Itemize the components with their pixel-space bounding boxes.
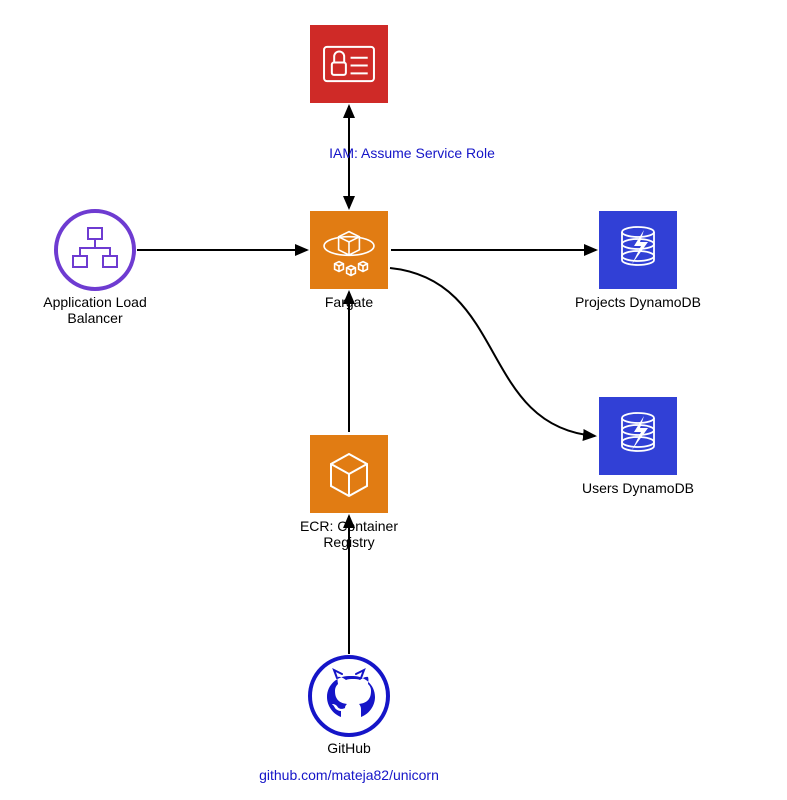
node-dynamodb_projects: Projects DynamoDB	[575, 211, 701, 310]
edge-iam-fargate: IAM: Assume Service Role	[329, 106, 495, 208]
node-label-alb: Application Load	[43, 294, 147, 310]
node-ecr: ECR: ContainerRegistry	[300, 435, 398, 550]
edge-label: IAM: Assume Service Role	[329, 145, 495, 161]
node-iam	[310, 25, 388, 103]
node-label-dynamodb_projects: Projects DynamoDB	[575, 294, 701, 310]
node-fargate: Fargate	[310, 211, 388, 310]
node-dynamodb_users: Users DynamoDB	[582, 397, 694, 496]
edge-fargate-dynamodb_users	[390, 268, 595, 436]
node-label-fargate: Fargate	[325, 294, 373, 310]
edges-layer: IAM: Assume Service Role	[137, 106, 596, 654]
node-label-ecr: Registry	[323, 534, 374, 550]
node-alb: Application LoadBalancer	[43, 211, 147, 326]
node-label-ecr: ECR: Container	[300, 518, 398, 534]
node-label-alb: Balancer	[67, 310, 123, 326]
node-label-dynamodb_users: Users DynamoDB	[582, 480, 694, 496]
footer-link[interactable]: github.com/mateja82/unicorn	[259, 767, 439, 783]
node-github: GitHub	[310, 657, 388, 756]
node-label-github: GitHub	[327, 740, 371, 756]
nodes-layer: Fargate Application LoadBalancer Projects …	[43, 25, 701, 756]
